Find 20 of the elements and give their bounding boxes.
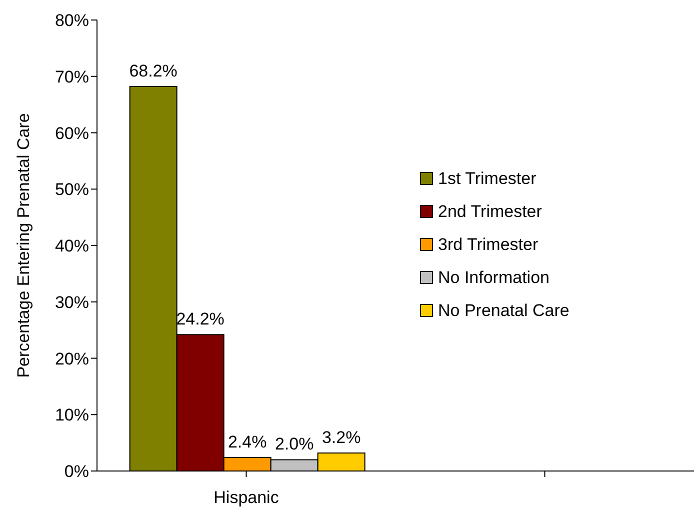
- y-tick-label: 80%: [54, 11, 89, 30]
- y-tick-label: 10%: [54, 406, 89, 425]
- data-label: 3.2%: [322, 428, 361, 447]
- data-label: 68.2%: [129, 62, 178, 81]
- legend-label: No Information: [438, 268, 550, 288]
- y-tick-label: 60%: [54, 124, 89, 143]
- y-tick-label: 70%: [54, 67, 89, 86]
- y-tick-label: 0%: [64, 462, 89, 482]
- y-tick-label: 40%: [54, 236, 89, 256]
- data-label: 2.4%: [228, 432, 267, 452]
- y-axis-title: Percentage Entering Prenatal Care: [14, 113, 34, 378]
- legend-label: 2nd Trimester: [438, 202, 542, 222]
- data-label: 2.0%: [274, 434, 314, 454]
- legend-label: No Prenatal Care: [438, 300, 570, 320]
- y-tick-label: 20%: [54, 349, 89, 368]
- legend-label: 1st Trimester: [438, 168, 536, 188]
- y-tick-label: 50%: [54, 180, 89, 200]
- x-tick-label: Hispanic: [214, 488, 280, 508]
- y-tick-label: 30%: [54, 292, 89, 312]
- legend-label: 3rd Trimester: [438, 234, 538, 254]
